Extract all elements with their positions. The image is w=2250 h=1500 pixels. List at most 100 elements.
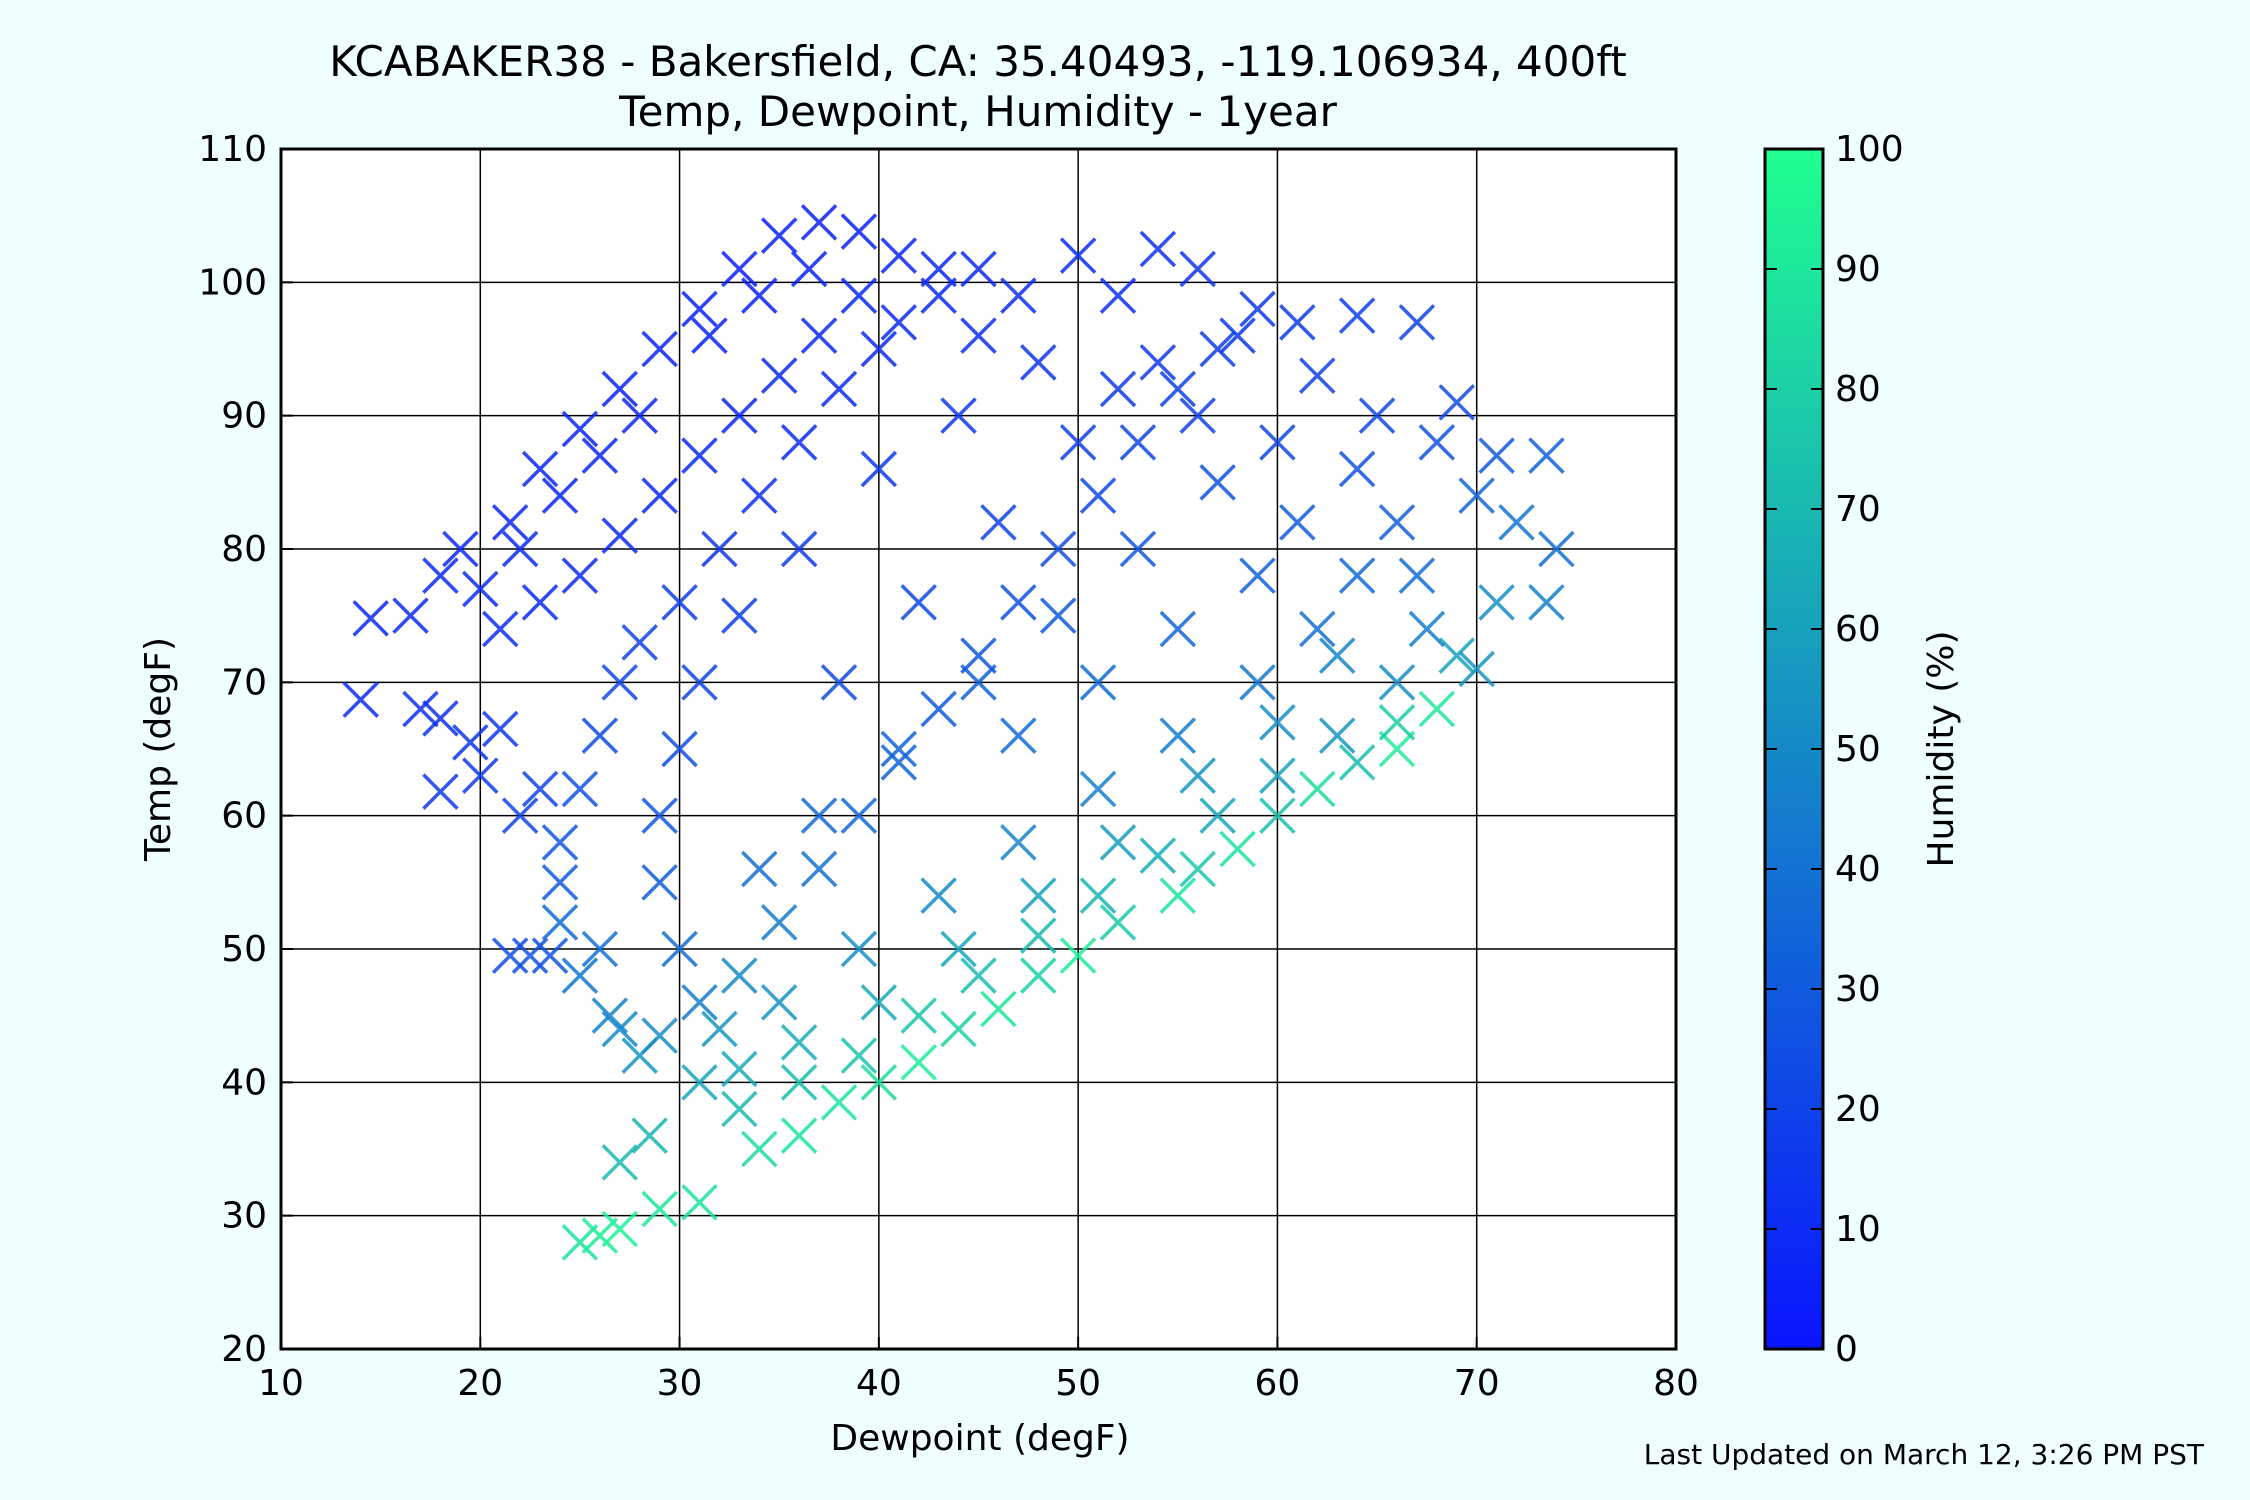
colorbar-tick-label: 100 xyxy=(1835,129,1904,170)
x-tick-label: 70 xyxy=(1454,1363,1500,1404)
data-point xyxy=(681,1184,718,1221)
data-point xyxy=(1438,384,1476,421)
data-point xyxy=(1239,557,1276,594)
data-point xyxy=(491,937,529,974)
data-point xyxy=(1318,637,1356,674)
data-point xyxy=(352,600,389,637)
data-point xyxy=(641,1017,678,1054)
data-point xyxy=(452,724,489,761)
data-point xyxy=(960,957,997,994)
data-point xyxy=(641,864,678,901)
data-point xyxy=(1418,424,1456,461)
data-point xyxy=(541,904,579,941)
data-point xyxy=(1458,650,1495,688)
data-point xyxy=(1538,530,1575,568)
data-point xyxy=(621,397,658,434)
data-point xyxy=(840,797,878,834)
data-point xyxy=(721,957,758,994)
data-point xyxy=(1079,664,1117,701)
data-point xyxy=(581,437,619,474)
data-point xyxy=(1279,304,1316,341)
data-point xyxy=(1398,304,1436,341)
data-point xyxy=(521,584,559,621)
data-point xyxy=(661,930,698,968)
colorbar-tick-label: 90 xyxy=(1835,249,1881,290)
data-point xyxy=(1338,744,1376,781)
data-point xyxy=(681,664,718,701)
data-point xyxy=(900,584,937,621)
data-point xyxy=(521,450,559,488)
data-point xyxy=(1378,704,1416,741)
data-point xyxy=(681,984,718,1021)
data-point xyxy=(920,250,957,288)
data-point xyxy=(780,1064,818,1101)
y-tick-label: 60 xyxy=(221,796,267,837)
data-point xyxy=(721,597,758,634)
data-point xyxy=(491,504,529,541)
data-point xyxy=(1179,850,1216,888)
data-point xyxy=(820,664,858,701)
x-tick-label: 10 xyxy=(258,1363,304,1404)
data-point xyxy=(1199,464,1236,501)
x-axis-ticks: 10 20 30 40 50 60 70 80 xyxy=(258,1337,1699,1404)
data-point xyxy=(402,690,439,728)
x-tick-label: 20 xyxy=(457,1363,503,1404)
data-point xyxy=(1408,610,1446,648)
data-point xyxy=(681,1064,718,1101)
y-tick-label: 40 xyxy=(221,1062,267,1103)
data-point xyxy=(1299,770,1336,808)
data-point xyxy=(1259,424,1296,461)
data-point xyxy=(561,557,599,594)
data-point xyxy=(880,237,918,274)
data-point xyxy=(1259,797,1296,834)
data-point xyxy=(1099,824,1137,861)
data-point xyxy=(800,850,838,888)
data-point xyxy=(940,1010,977,1048)
data-point xyxy=(1020,917,1057,954)
x-tick-label: 50 xyxy=(1055,1363,1101,1404)
colorbar-tick-label: 40 xyxy=(1835,849,1881,890)
data-point xyxy=(561,957,599,994)
data-point xyxy=(800,797,838,834)
data-point xyxy=(621,624,658,661)
plot-frame xyxy=(279,147,1678,1351)
data-point xyxy=(1338,557,1376,594)
data-point xyxy=(860,984,898,1021)
data-point xyxy=(800,204,838,241)
colorbar-tick-label: 20 xyxy=(1835,1089,1881,1130)
data-point xyxy=(1259,757,1296,794)
data-point xyxy=(940,930,977,968)
data-point xyxy=(1059,937,1097,974)
colorbar-tick-label: 70 xyxy=(1835,489,1881,530)
data-point xyxy=(860,450,898,488)
x-tick-label: 40 xyxy=(856,1363,902,1404)
data-point xyxy=(531,937,569,974)
data-point xyxy=(462,570,499,608)
data-point xyxy=(920,277,957,314)
data-point xyxy=(661,730,698,768)
data-point xyxy=(641,1190,678,1228)
y-tick-label: 50 xyxy=(221,929,267,970)
data-point xyxy=(1219,830,1256,868)
data-point xyxy=(920,690,957,728)
data-point xyxy=(1498,504,1535,541)
data-point xyxy=(1020,957,1057,994)
data-point xyxy=(960,664,997,701)
data-point xyxy=(661,584,698,621)
data-point xyxy=(501,797,539,834)
data-point xyxy=(511,937,549,974)
data-point xyxy=(581,1217,619,1254)
data-point xyxy=(541,824,579,861)
y-tick-label: 20 xyxy=(221,1329,267,1370)
colorbar-tick-label: 80 xyxy=(1835,369,1881,410)
data-point xyxy=(1159,370,1197,408)
data-point xyxy=(1219,317,1256,354)
data-point xyxy=(840,1037,878,1074)
data-point xyxy=(1358,397,1396,434)
colorbar-tick-label: 50 xyxy=(1835,729,1881,770)
data-point xyxy=(1020,877,1057,914)
data-point xyxy=(1179,757,1216,794)
data-point xyxy=(840,930,878,968)
y-tick-label: 90 xyxy=(221,396,267,437)
data-point xyxy=(880,730,918,768)
